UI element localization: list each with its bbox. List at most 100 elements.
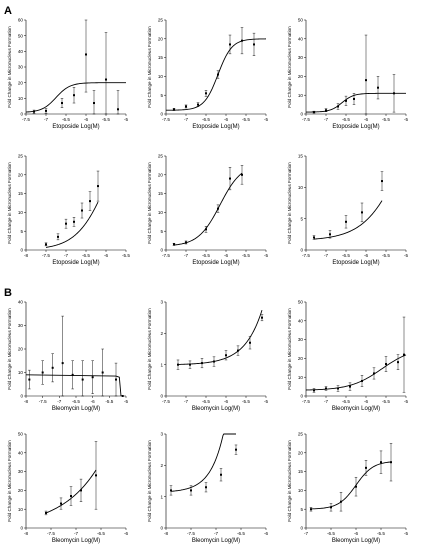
axis-lines	[165, 20, 266, 115]
axis-lines	[25, 434, 126, 529]
y-tick-label: 20	[298, 450, 304, 455]
x-axis-label: Etoposide Log(M)	[192, 260, 239, 266]
fit-curve	[305, 92, 406, 113]
data-point	[51, 366, 54, 369]
y-tick-label: 50	[298, 18, 304, 23]
data-point	[253, 43, 255, 46]
x-tick-label: -7	[324, 253, 329, 258]
x-tick-label: -7.5	[42, 253, 50, 258]
x-axis-label: Etoposide Log(M)	[332, 124, 379, 130]
y-tick-label: 0	[20, 248, 23, 253]
x-tick-label: -7.5	[302, 399, 310, 404]
y-tick-label: 50	[298, 300, 304, 305]
chart-B3: -7.5 -7 -6.5 -6 -5.5 -5 0 10 20 30 40 50 Bleomycin L…	[287, 300, 408, 412]
x-tick-label: -7	[64, 253, 69, 258]
y-tick-label: 1	[160, 362, 163, 367]
y-tick-label: 0	[300, 112, 303, 117]
y-tick-label: 1	[160, 494, 163, 499]
fit-curve	[177, 309, 263, 365]
data-point	[390, 461, 392, 464]
y-tick-label: 20	[18, 347, 24, 352]
data-point	[205, 486, 207, 489]
y-tick-label: 10	[158, 210, 164, 215]
y-axis-label: Fold Change in Micronucleus Formation	[7, 440, 12, 522]
data-point	[201, 362, 203, 365]
x-tick-label: -5	[264, 117, 269, 122]
data-point	[205, 92, 207, 95]
data-point	[220, 473, 222, 476]
x-tick-label: -7.5	[162, 399, 170, 404]
data-point	[313, 236, 315, 239]
data-point	[81, 378, 84, 381]
data-point	[225, 354, 227, 357]
data-point	[101, 371, 104, 374]
x-tick-label: -6.5	[237, 531, 245, 536]
y-tick-label: 50	[18, 432, 24, 437]
data-point	[173, 108, 175, 111]
y-tick-label: 40	[18, 300, 24, 305]
data-point	[241, 173, 243, 176]
x-tick-label: -7	[324, 399, 329, 404]
data-point	[89, 200, 91, 203]
x-tick-label: -6.5	[97, 531, 105, 536]
x-axis-label: Bleomycin Log(M)	[332, 406, 380, 412]
data-point	[393, 92, 395, 95]
y-tick-label: 0	[20, 394, 23, 399]
x-tick-label: -7	[184, 399, 189, 404]
data-point	[197, 103, 199, 106]
data-point	[73, 220, 75, 223]
chart-B6: -7 -6.5 -6 -5.5 -5 0 5 10 15 20 25 Bleomycin Log(M)…	[287, 432, 408, 544]
data-point	[355, 485, 357, 488]
data-point	[189, 363, 191, 366]
x-tick-label: -7	[74, 531, 79, 536]
chart-A1: -7.5 -7 -6.5 -6 -5.5 -5 0 10 20 30 40 50 60 Etoposide…	[7, 18, 128, 130]
chart-A2: -7.5 -7 -6.5 -6 -5.5 -5 0 5 10 15 20 25 Etoposide Lo…	[147, 18, 268, 130]
data-point	[85, 53, 87, 56]
data-point	[353, 97, 355, 100]
x-tick-label: -6.5	[72, 399, 80, 404]
data-point	[71, 373, 74, 376]
chart-grid: -7.5 -7 -6.5 -6 -5.5 -50102030405060Etoposide…	[7, 18, 408, 544]
x-tick-label: -6	[224, 399, 229, 404]
y-tick-label: 10	[298, 375, 304, 380]
chart-B2: -7.5 -7 -6.5 -6 -5.5 -5 0 1 2 3 Bleomycin Log(M) Fo…	[147, 300, 268, 412]
y-tick-label: 0	[160, 526, 163, 531]
fit-curve	[165, 38, 267, 111]
y-tick-label: 0	[160, 112, 163, 117]
chart-A3: -7.5 -7 -6.5 -6 -5.5 -5 0 10 20 30 40 50 Etoposide L…	[287, 18, 408, 130]
x-tick-label: -5.5	[382, 117, 390, 122]
x-tick-label: -6	[264, 531, 269, 536]
chart-A5: -7.5 -7 -6.5 -6 -5.5 -5 0 5 10 15 20 25 Etoposide Lo…	[147, 154, 268, 266]
x-tick-label: -7.5	[302, 117, 310, 122]
data-point	[61, 362, 64, 365]
axis-lines	[165, 434, 266, 529]
x-axis-label: Bleomycin Log(M)	[192, 538, 240, 544]
x-tick-label: -6	[224, 253, 229, 258]
x-tick-label: -5.5	[122, 253, 130, 258]
chart-B5: -8 -7.5 -7 -6.5 -6 0 1 2 3 Bleomycin Log(M) Fold C…	[147, 432, 268, 544]
x-tick-label: -6	[364, 117, 369, 122]
x-tick-label: -8	[24, 399, 29, 404]
data-point	[261, 316, 263, 319]
chart-B4: -8 -7.5 -7 -6.5 -6 0 10 20 30 40 50 Bleomycin Log(M…	[7, 432, 128, 544]
data-point	[105, 78, 107, 81]
axis-lines	[305, 302, 406, 397]
data-point	[177, 363, 179, 366]
x-tick-label: -6.5	[342, 399, 350, 404]
data-point	[249, 341, 251, 344]
y-tick-label: 0	[300, 248, 303, 253]
data-point	[325, 387, 327, 390]
y-tick-label: 10	[18, 507, 24, 512]
data-point	[330, 506, 332, 509]
y-axis-label: Fold Change in Micronucleus Formation	[287, 26, 292, 108]
y-tick-label: 15	[298, 154, 304, 159]
y-tick-label: 20	[158, 36, 164, 41]
y-tick-label: 0	[300, 526, 303, 531]
y-tick-label: 40	[18, 49, 24, 54]
data-point	[170, 489, 172, 492]
panel-letter-b: B	[4, 287, 12, 299]
x-tick-label: -6.5	[202, 117, 210, 122]
y-tick-label: 30	[298, 337, 304, 342]
fit-curve	[313, 200, 383, 240]
data-point	[329, 233, 331, 236]
